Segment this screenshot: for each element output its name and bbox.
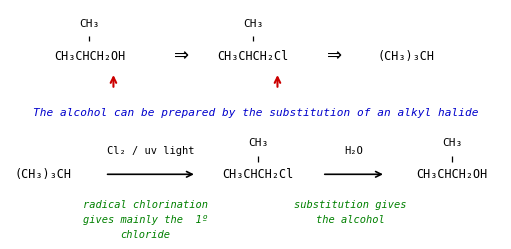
Text: CH₃CHCH₂OH: CH₃CHCH₂OH (54, 50, 125, 62)
Text: CH₃: CH₃ (248, 138, 268, 148)
Text: CH₃: CH₃ (243, 19, 263, 29)
Text: CH₃CHCH₂Cl: CH₃CHCH₂Cl (217, 50, 289, 62)
Text: The alcohol can be prepared by the substitution of an alkyl halide: The alcohol can be prepared by the subst… (33, 108, 478, 118)
Text: chloride: chloride (121, 230, 171, 240)
Text: ⇒: ⇒ (174, 47, 189, 65)
Text: Cl₂ / uv light: Cl₂ / uv light (107, 146, 195, 156)
Text: CH₃: CH₃ (442, 138, 462, 148)
Text: CH₃: CH₃ (79, 19, 100, 29)
Text: (CH₃)₃CH: (CH₃)₃CH (378, 50, 435, 62)
Text: gives mainly the  1º: gives mainly the 1º (83, 215, 208, 225)
Text: CH₃CHCH₂OH: CH₃CHCH₂OH (416, 168, 488, 181)
Text: CH₃CHCH₂Cl: CH₃CHCH₂Cl (222, 168, 294, 181)
Text: H₂O: H₂O (345, 146, 363, 156)
Text: the alcohol: the alcohol (316, 215, 384, 225)
Text: substitution gives: substitution gives (294, 200, 406, 210)
Text: (CH₃)₃CH: (CH₃)₃CH (15, 168, 72, 181)
Text: radical chlorination: radical chlorination (83, 200, 208, 210)
Text: ⇒: ⇒ (327, 47, 342, 65)
